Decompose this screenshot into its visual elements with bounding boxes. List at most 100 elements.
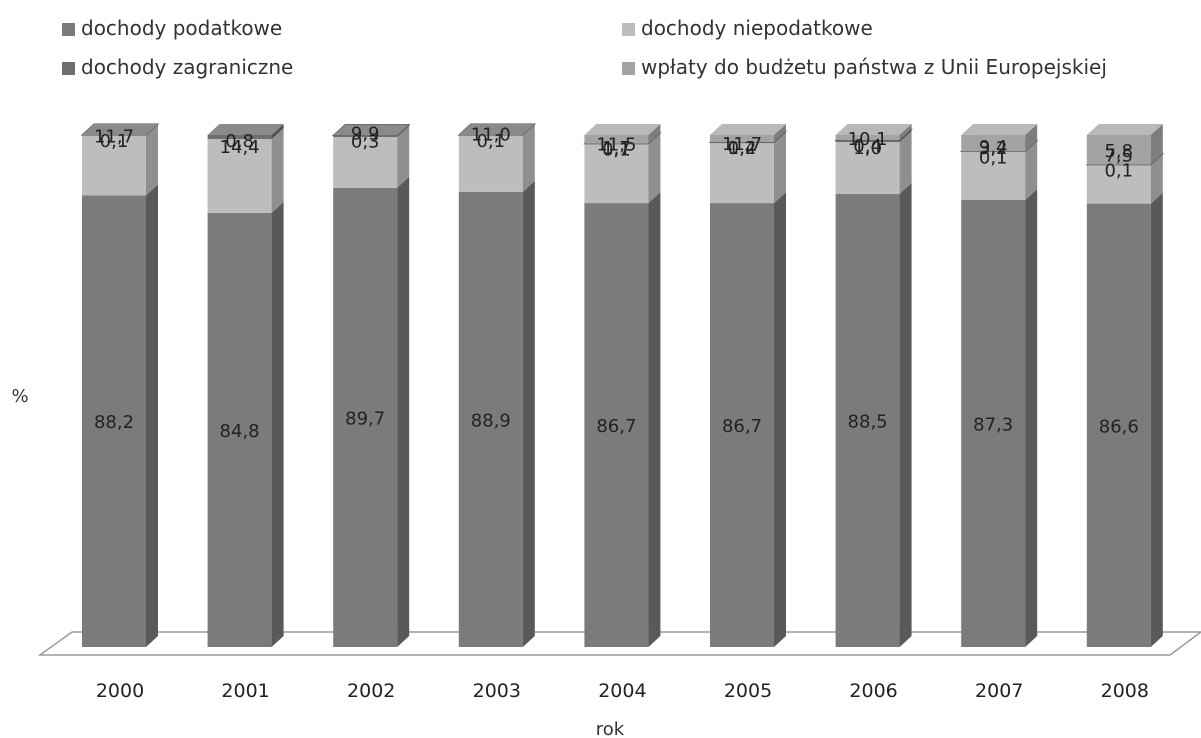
data-label: 3,2 xyxy=(979,138,1008,159)
data-label: 0,3 xyxy=(351,132,380,153)
legend-swatch-icon xyxy=(622,23,635,36)
x-tick-label: 2007 xyxy=(975,680,1023,702)
legend-swatch-icon xyxy=(622,62,635,75)
bar-segment[interactable] xyxy=(1086,203,1151,647)
bar-segment-side xyxy=(1150,124,1163,165)
data-label: 0,2 xyxy=(728,138,757,159)
bar-segment[interactable] xyxy=(710,143,774,204)
x-tick-label: 2004 xyxy=(598,680,646,702)
bar-segment[interactable] xyxy=(710,142,774,144)
bar-segment[interactable] xyxy=(584,144,649,204)
legend-item-wplaty-ue[interactable]: wpłaty do budżetu państwa z Unii Europej… xyxy=(622,55,1107,79)
bar-top xyxy=(710,124,786,135)
bar-segment[interactable] xyxy=(333,187,398,647)
bars-group xyxy=(80,123,1165,648)
legend-item-dochody-zagraniczne[interactable]: dochody zagraniczne xyxy=(62,55,293,79)
bar-segment-side xyxy=(522,180,535,647)
bar-segment[interactable] xyxy=(458,135,523,192)
bar-segment[interactable] xyxy=(333,135,398,138)
data-label: 86,6 xyxy=(1099,416,1139,437)
bar-segment[interactable] xyxy=(835,135,900,141)
data-label: 0,8 xyxy=(225,131,254,152)
x-axis-label: rok xyxy=(596,719,625,738)
data-label: 0,1 xyxy=(602,140,631,161)
legend-item-dochody-podatkowe[interactable]: dochody podatkowe xyxy=(62,16,282,40)
bar-segment[interactable] xyxy=(82,135,146,196)
x-tick-label: 2006 xyxy=(849,680,897,702)
legend-label: dochody podatkowe xyxy=(81,16,283,40)
bar-segment-side xyxy=(774,132,786,204)
data-label: 1,7 xyxy=(602,138,631,159)
data-label: 0,1 xyxy=(476,131,505,152)
bar-segment-side xyxy=(1150,192,1163,647)
bar-top xyxy=(961,124,1038,135)
data-label: 89,7 xyxy=(345,408,385,429)
bar-top xyxy=(333,124,410,136)
bar-segment-side xyxy=(271,124,284,140)
bar-segment[interactable] xyxy=(1086,165,1151,204)
legend-label: dochody zagraniczne xyxy=(81,55,294,79)
bar-segment[interactable] xyxy=(333,137,398,188)
bar-segment[interactable] xyxy=(710,135,774,143)
bar-segment-side xyxy=(1025,189,1038,648)
bar-segment-side xyxy=(774,124,786,143)
bar-segment[interactable] xyxy=(207,135,272,140)
bar-top xyxy=(1086,124,1163,135)
data-label: 1,0 xyxy=(853,138,882,159)
data-label: 0,1 xyxy=(1104,161,1133,182)
bar-segment[interactable] xyxy=(1086,135,1151,165)
data-label: 11,5 xyxy=(596,135,636,156)
bar-segment-side xyxy=(522,124,535,192)
legend-item-dochody-niepodatkowe[interactable]: dochody niepodatkowe xyxy=(622,16,873,40)
x-tick-labels: 2000 2001 2002 2003 2004 2005 2006 2007 2008 xyxy=(96,680,1149,702)
bar-segment[interactable] xyxy=(207,139,272,213)
data-label: 88,5 xyxy=(848,411,888,432)
bar-segment[interactable] xyxy=(207,212,272,647)
x-tick-label: 2003 xyxy=(473,680,521,702)
bar-segment[interactable] xyxy=(584,203,649,647)
bar-top xyxy=(458,124,535,135)
bar-segment-side xyxy=(899,124,912,141)
bar-segment[interactable] xyxy=(82,195,146,647)
bar-top xyxy=(82,124,158,135)
chart-floor xyxy=(37,631,1201,656)
legend-label: dochody niepodatkowe xyxy=(641,16,873,40)
bar-segment[interactable] xyxy=(710,203,774,647)
bar-top xyxy=(584,124,661,135)
data-label: 7,5 xyxy=(1104,145,1133,166)
data-label: 10,1 xyxy=(848,129,888,150)
bar-top xyxy=(207,124,284,135)
bar-segment[interactable] xyxy=(835,142,900,194)
data-label: 88,9 xyxy=(471,410,511,431)
legend-swatch-icon xyxy=(62,62,75,75)
bar-segment[interactable] xyxy=(584,135,649,144)
data-label: 86,7 xyxy=(722,416,762,437)
bar-segment-side xyxy=(648,124,661,144)
y-axis-label: % xyxy=(11,386,28,407)
bar-segment-side xyxy=(1150,154,1163,204)
bar-segment[interactable] xyxy=(835,193,900,647)
legend-swatch-icon xyxy=(62,23,75,36)
data-label: 11,7 xyxy=(722,134,762,155)
bar-segment[interactable] xyxy=(961,200,1026,648)
bar-segment[interactable] xyxy=(458,191,523,647)
bar-segment-side xyxy=(397,126,410,188)
bar-segment[interactable] xyxy=(961,151,1026,201)
data-label: 11,0 xyxy=(471,125,511,146)
bar-segment-side xyxy=(899,131,912,194)
bar-segment-side xyxy=(774,192,786,647)
data-labels-group: 88,211,70,184,814,40,889,79,90,388,911,0… xyxy=(94,123,1139,442)
legend-label: wpłaty do budżetu państwa z Unii Europej… xyxy=(641,55,1107,79)
bar-segment-side xyxy=(648,192,661,647)
legend: dochody podatkowe dochody niepodatkowe d… xyxy=(0,0,1201,90)
data-label: 14,4 xyxy=(220,137,260,158)
bar-segment[interactable] xyxy=(961,135,1026,152)
bar-segment[interactable] xyxy=(835,140,900,143)
data-label: 9,4 xyxy=(979,137,1008,158)
data-label: 5,8 xyxy=(1104,141,1133,162)
data-label: 88,2 xyxy=(94,412,134,433)
x-tick-label: 2001 xyxy=(221,680,269,702)
bar-segment-side xyxy=(146,124,158,196)
data-label: 87,3 xyxy=(973,415,1013,436)
